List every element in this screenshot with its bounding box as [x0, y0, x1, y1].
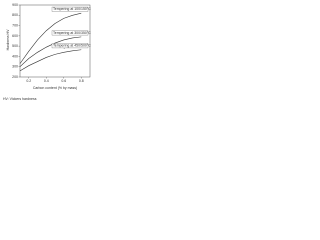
legend-box: [51, 6, 89, 12]
line: [19, 49, 82, 72]
y-tick-label: 900: [12, 3, 18, 7]
line: [19, 12, 82, 64]
plot-frame: [19, 4, 91, 78]
line: [19, 36, 82, 67]
x-axis-title: Carbon content (% by mass): [33, 86, 77, 90]
page: Hardness HV Carbon content (% by mass) H…: [0, 0, 320, 104]
background: [0, 0, 100, 104]
legend-box: [51, 30, 89, 36]
x-tick-label: 0.6: [61, 79, 66, 83]
y-tick-label: 300: [12, 65, 18, 69]
x-tick-label: 0.2: [26, 79, 31, 83]
y-tick-label: 400: [12, 54, 18, 58]
y-tick-label: 200: [12, 75, 18, 79]
legend-label: Tempering at 450/500°C: [53, 44, 91, 48]
y-axis-title: Hardness HV: [6, 29, 10, 50]
legend-box: [51, 43, 89, 49]
y-tick-label: 500: [12, 44, 18, 48]
legend-label: Tempering at 100/150°C: [53, 7, 91, 11]
chart: Hardness HV Carbon content (% by mass) H…: [0, 0, 100, 104]
x-tick-label: 0.4: [44, 79, 49, 83]
y-tick-label: 700: [12, 23, 18, 27]
y-tick-label: 800: [12, 13, 18, 17]
note: HV: Vickers hardness: [3, 97, 37, 101]
x-tick-label: 0.8: [79, 79, 84, 83]
y-tick-label: 600: [12, 34, 18, 38]
legend-label: Tempering at 300/350°C: [53, 31, 91, 35]
